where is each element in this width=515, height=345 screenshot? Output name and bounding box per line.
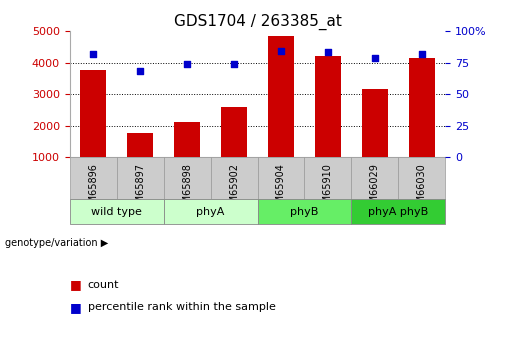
Point: [418, 51, 426, 57]
Bar: [409, 58, 435, 157]
Bar: [352, 157, 399, 199]
Bar: [399, 157, 445, 199]
Point: [324, 50, 332, 55]
Text: GSM65896: GSM65896: [88, 163, 98, 216]
Bar: [258, 157, 304, 199]
Point: [89, 51, 97, 57]
Text: GSM65910: GSM65910: [323, 163, 333, 216]
Bar: [221, 107, 247, 157]
Bar: [80, 70, 106, 157]
Bar: [70, 157, 116, 199]
Text: wild type: wild type: [91, 207, 142, 217]
Bar: [127, 134, 153, 157]
Text: phyA: phyA: [196, 207, 225, 217]
Bar: [164, 157, 211, 199]
Bar: [258, 199, 352, 224]
Bar: [164, 199, 258, 224]
Text: percentile rank within the sample: percentile rank within the sample: [88, 302, 276, 312]
Bar: [211, 157, 258, 199]
Bar: [70, 199, 164, 224]
Text: GSM65897: GSM65897: [135, 163, 145, 216]
Text: GSM65902: GSM65902: [229, 163, 239, 216]
Text: GSM65904: GSM65904: [276, 163, 286, 216]
Point: [230, 61, 238, 67]
Text: ■: ■: [70, 300, 81, 314]
Point: [371, 55, 379, 60]
Bar: [315, 56, 341, 157]
Title: GDS1704 / 263385_at: GDS1704 / 263385_at: [174, 13, 341, 30]
Text: GSM66029: GSM66029: [370, 163, 380, 216]
Bar: [304, 157, 352, 199]
Text: GSM65898: GSM65898: [182, 163, 192, 216]
Point: [183, 61, 191, 67]
Text: phyA phyB: phyA phyB: [368, 207, 428, 217]
Text: ■: ■: [70, 278, 81, 291]
Text: GSM66030: GSM66030: [417, 163, 427, 216]
Bar: [268, 36, 294, 157]
Bar: [174, 122, 200, 157]
Text: genotype/variation ▶: genotype/variation ▶: [5, 238, 108, 248]
Bar: [352, 199, 445, 224]
Point: [136, 69, 144, 74]
Text: count: count: [88, 280, 119, 289]
Point: [277, 48, 285, 54]
Bar: [116, 157, 164, 199]
Text: phyB: phyB: [290, 207, 319, 217]
Bar: [362, 89, 388, 157]
